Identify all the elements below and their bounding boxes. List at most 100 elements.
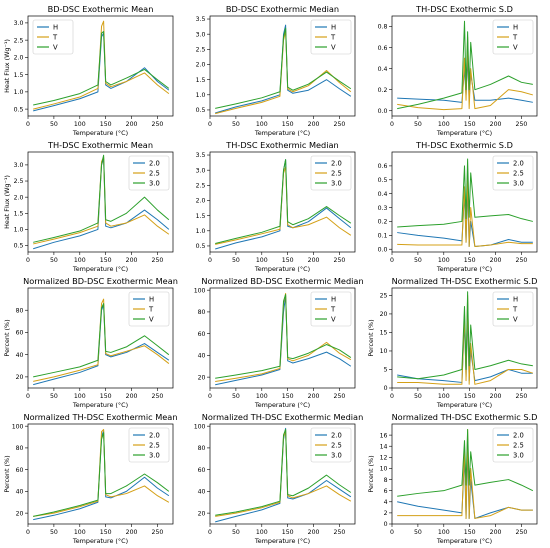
x-tick-label: 0 bbox=[208, 393, 212, 400]
x-tick-label: 250 bbox=[152, 121, 164, 128]
x-tick-label: 50 bbox=[50, 529, 58, 536]
y-tick-label: 0 bbox=[384, 521, 388, 528]
y-tick-label: 3.0 bbox=[14, 20, 24, 27]
series-line bbox=[215, 294, 352, 379]
x-axis-label: Temperature (°C) bbox=[72, 265, 128, 273]
y-tick-label: 2.5 bbox=[14, 178, 24, 185]
x-tick-label: 200 bbox=[308, 257, 320, 264]
legend-box bbox=[492, 291, 534, 327]
x-axis-label: Temperature (°C) bbox=[436, 401, 492, 409]
chart-title: Normalized BD-DSC Exothermic Median bbox=[201, 276, 363, 286]
x-axis-label: Temperature (°C) bbox=[72, 537, 128, 545]
x-tick-label: 250 bbox=[516, 393, 528, 400]
legend-label: 3.0 bbox=[513, 451, 524, 459]
series-line bbox=[397, 20, 533, 110]
chart-panel: Normalized TH-DSC Exothermic S.D0 50 100 15… bbox=[367, 412, 537, 545]
y-tick-label: 40 bbox=[198, 353, 206, 360]
legend-label: V bbox=[331, 43, 336, 51]
x-tick-label: 200 bbox=[126, 529, 138, 536]
y-tick-label: 20 bbox=[16, 374, 24, 381]
y-tick-label: 1.0 bbox=[196, 228, 206, 235]
y-tick-label: 1.5 bbox=[196, 77, 206, 84]
x-tick-label: 100 bbox=[256, 529, 268, 536]
y-tick-label: 60 bbox=[198, 331, 206, 338]
x-tick-label: 100 bbox=[74, 393, 86, 400]
legend-box bbox=[310, 291, 352, 327]
y-tick-label: 20 bbox=[380, 311, 388, 318]
series-line bbox=[215, 159, 352, 245]
x-axis-label: Temperature (°C) bbox=[436, 129, 492, 137]
legend-label: T bbox=[330, 305, 336, 313]
y-tick-label: 0.5 bbox=[378, 177, 388, 184]
y-axis-label: Percent (%) bbox=[367, 455, 375, 492]
x-tick-label: 250 bbox=[334, 257, 346, 264]
series-line bbox=[397, 158, 533, 228]
y-tick-label: 3.0 bbox=[196, 167, 206, 174]
x-tick-label: 50 bbox=[414, 393, 422, 400]
legend-label: V bbox=[513, 43, 518, 51]
chart-panel: Normalized TH-DSC Exothermic Mean 0 50 100 1… bbox=[3, 412, 178, 545]
x-tick-label: 100 bbox=[256, 393, 268, 400]
x-tick-label: 100 bbox=[438, 529, 450, 536]
legend-label: 2.0 bbox=[513, 431, 524, 439]
chart-title: TH-DSC Exothermic Median bbox=[225, 140, 339, 150]
y-tick-label: 1.0 bbox=[196, 92, 206, 99]
plot-frame bbox=[391, 423, 538, 525]
legend-label: T bbox=[512, 33, 518, 41]
x-tick-label: 200 bbox=[490, 257, 502, 264]
legend-label: V bbox=[149, 315, 154, 323]
x-axis-label: Temperature (°C) bbox=[436, 265, 492, 273]
y-tick-label: 12 bbox=[380, 455, 388, 462]
x-tick-label: 250 bbox=[152, 529, 164, 536]
y-tick-label: 2.5 bbox=[196, 47, 206, 54]
x-tick-label: 100 bbox=[256, 257, 268, 264]
legend-label: 2.0 bbox=[149, 159, 160, 167]
x-tick-label: 100 bbox=[74, 257, 86, 264]
legend-box bbox=[310, 19, 352, 55]
x-tick-label: 250 bbox=[152, 257, 164, 264]
x-tick-label: 200 bbox=[308, 529, 320, 536]
legend-label: 2.5 bbox=[149, 169, 160, 177]
legend-label: V bbox=[53, 43, 58, 51]
y-tick-label: 20 bbox=[16, 510, 24, 517]
series-line bbox=[215, 428, 352, 516]
plot-frame bbox=[209, 423, 356, 525]
y-tick-label: 20 bbox=[198, 374, 206, 381]
y-tick-label: 3.5 bbox=[196, 16, 206, 23]
chart-title: Normalized TH-DSC Exothermic Median bbox=[202, 412, 364, 422]
x-tick-label: 0 bbox=[26, 529, 30, 536]
y-tick-label: 2 bbox=[384, 510, 388, 517]
y-tick-label: 40 bbox=[198, 489, 206, 496]
x-tick-label: 50 bbox=[232, 121, 240, 128]
x-tick-label: 150 bbox=[282, 529, 294, 536]
x-tick-label: 100 bbox=[74, 529, 86, 536]
legend-box bbox=[32, 19, 74, 55]
y-tick-label: 3.5 bbox=[196, 152, 206, 159]
y-tick-label: 0.0 bbox=[378, 108, 388, 115]
y-tick-label: 0.0 bbox=[378, 246, 388, 253]
legend-label: H bbox=[53, 23, 58, 31]
x-tick-label: 50 bbox=[232, 257, 240, 264]
y-axis-label: Heat Flux (Wg⁻¹) bbox=[3, 39, 11, 93]
y-tick-label: 5 bbox=[384, 367, 388, 374]
legend-label: T bbox=[148, 305, 154, 313]
series-line bbox=[33, 31, 170, 106]
chart-panel: BD-DSC Exothermic Median 0 50 100 150 200 250 0… bbox=[196, 4, 356, 137]
chart-title: Normalized TH-DSC Exothermic S.D bbox=[392, 276, 538, 286]
x-tick-label: 150 bbox=[282, 393, 294, 400]
y-tick-label: 80 bbox=[16, 445, 24, 452]
x-axis-label: Temperature (°C) bbox=[254, 265, 310, 273]
plot-frame bbox=[391, 15, 538, 117]
x-tick-label: 50 bbox=[414, 121, 422, 128]
chart-title: BD-DSC Exothermic Mean bbox=[48, 4, 154, 14]
y-tick-label: 2.5 bbox=[14, 37, 24, 44]
y-tick-label: 8 bbox=[384, 477, 388, 484]
x-tick-label: 150 bbox=[464, 529, 476, 536]
x-tick-label: 100 bbox=[256, 121, 268, 128]
legend-box bbox=[492, 155, 534, 191]
y-tick-label: 60 bbox=[16, 330, 24, 337]
y-tick-label: 0.2 bbox=[378, 219, 388, 226]
y-tick-label: 0.6 bbox=[378, 163, 388, 170]
y-axis-label: Heat Flux (Wg⁻¹) bbox=[3, 175, 11, 229]
y-tick-label: 2.0 bbox=[196, 62, 206, 69]
